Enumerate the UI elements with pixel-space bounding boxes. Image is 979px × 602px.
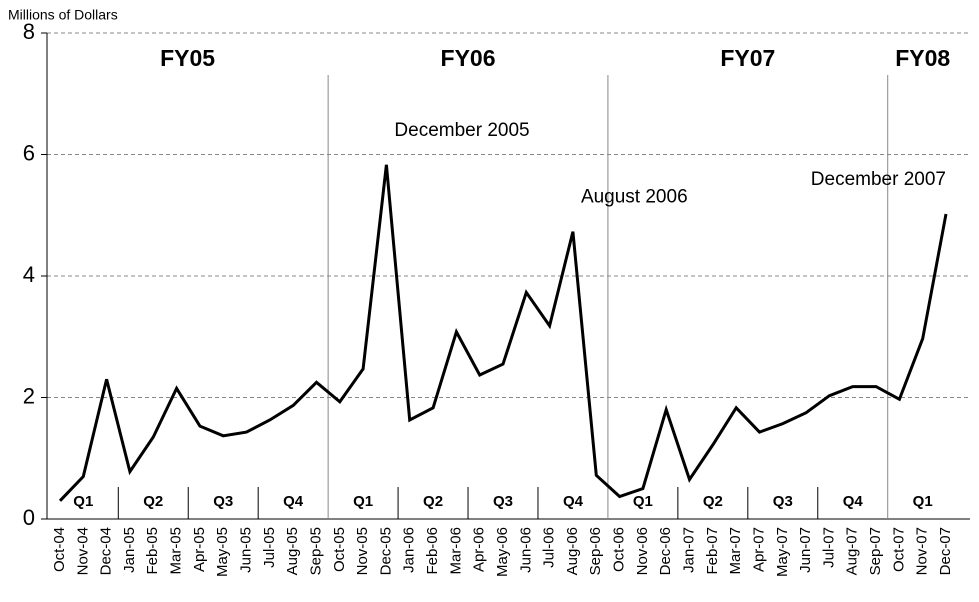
quarter-label: Q1 <box>353 493 373 510</box>
x-tick-label: Apr-07 <box>750 527 767 572</box>
x-tick-label: Sep-05 <box>307 527 324 575</box>
data-line <box>58 164 948 502</box>
x-tick-label: Jan-06 <box>401 527 418 573</box>
x-tick-label: Jan-07 <box>680 527 697 573</box>
x-tick-label: Oct-04 <box>51 527 68 572</box>
x-tick-label: Mar-05 <box>168 527 185 575</box>
quarter-label: Q1 <box>633 493 653 510</box>
fy-label: FY08 <box>895 45 950 71</box>
x-tick-label: Apr-06 <box>471 527 488 572</box>
x-tick-label: Aug-06 <box>564 527 581 575</box>
x-tick-label: Aug-07 <box>844 527 861 575</box>
annotation: December 2007 <box>811 169 946 190</box>
y-tick-label: 8 <box>23 19 35 44</box>
x-tick-label: May-05 <box>214 527 231 577</box>
x-tick-label: Aug-05 <box>284 527 301 575</box>
annotation: August 2006 <box>581 187 688 208</box>
x-tick-label: Jul-07 <box>820 527 837 568</box>
quarter-label: Q2 <box>143 493 163 510</box>
x-tick-label: Mar-07 <box>727 527 744 575</box>
quarter-label: Q4 <box>843 493 864 510</box>
x-tick-label: May-07 <box>774 527 791 577</box>
x-tick-label: Oct-07 <box>890 527 907 572</box>
x-tick-label: Oct-05 <box>331 527 348 572</box>
x-tick-label: Nov-05 <box>354 527 371 575</box>
x-tick-label: Feb-05 <box>144 527 161 575</box>
quarter-label: Q3 <box>493 493 513 510</box>
quarter-label: Q1 <box>73 493 93 510</box>
x-tick-label: Jul-05 <box>261 527 278 568</box>
x-tick-label: Dec-06 <box>657 527 674 575</box>
x-tick-label: Dec-04 <box>98 527 115 575</box>
x-tick-label: Jul-06 <box>541 527 558 568</box>
quarter-label: Q3 <box>773 493 793 510</box>
x-tick-label: Apr-05 <box>191 527 208 572</box>
x-tick-label: Jan-05 <box>121 527 138 573</box>
quarter-label: Q1 <box>913 493 933 510</box>
annotation: December 2005 <box>394 120 529 141</box>
x-tick-label: May-06 <box>494 527 511 577</box>
quarter-label: Q2 <box>703 493 723 510</box>
quarter-label: Q4 <box>283 493 304 510</box>
fy-label: FY07 <box>720 45 775 71</box>
fy-label: FY06 <box>441 45 496 71</box>
x-tick-label: Jun-06 <box>517 527 534 573</box>
x-tick-label: Sep-06 <box>587 527 604 575</box>
x-tick-label: Feb-07 <box>704 527 721 575</box>
x-tick-label: Oct-06 <box>611 527 628 572</box>
quarter-label: Q2 <box>423 493 443 510</box>
x-tick-label: Mar-06 <box>447 527 464 575</box>
x-tick-label: Dec-07 <box>937 527 954 575</box>
x-tick-label: Feb-06 <box>424 527 441 575</box>
x-tick-label: Nov-07 <box>914 527 931 575</box>
x-tick-label: Dec-05 <box>377 527 394 575</box>
y-tick-label: 2 <box>23 383 35 408</box>
quarter-label: Q3 <box>213 493 233 510</box>
fy-label: FY05 <box>160 45 215 71</box>
y-axis-label: Millions of Dollars <box>8 7 118 23</box>
x-tick-label: Nov-06 <box>634 527 651 575</box>
x-tick-label: Nov-04 <box>74 527 91 575</box>
x-tick-label: Jun-07 <box>797 527 814 573</box>
y-tick-label: 4 <box>23 262 35 287</box>
y-tick-label: 6 <box>23 140 35 165</box>
x-tick-label: Jun-05 <box>237 527 254 573</box>
x-tick-label: Sep-07 <box>867 527 884 575</box>
y-tick-label: 0 <box>23 505 35 530</box>
quarter-label: Q4 <box>563 493 584 510</box>
